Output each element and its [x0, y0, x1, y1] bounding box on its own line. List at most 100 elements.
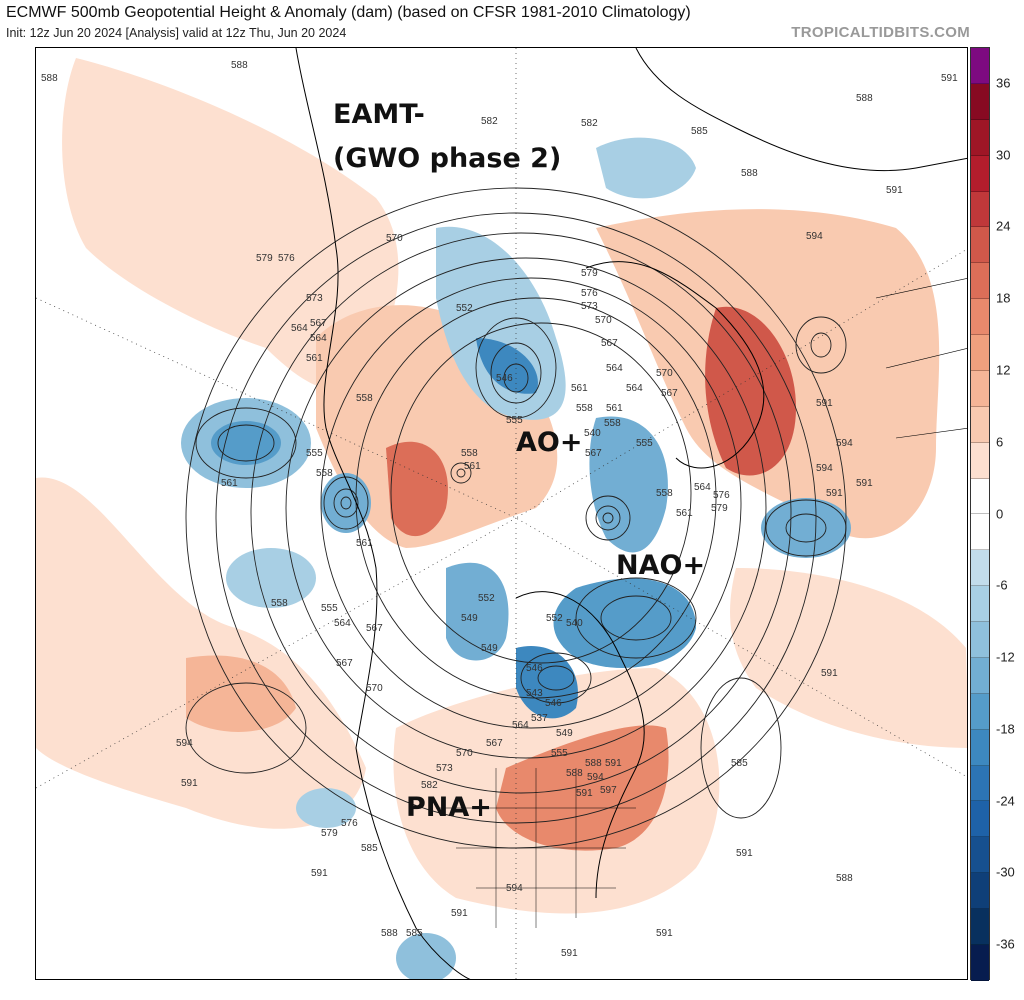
annotation-eamt: EAMT- — [333, 99, 425, 130]
height-anomaly-map: EAMT- (GWO phase 2) AO+ NAO+ PNA+ 588 588… — [35, 47, 968, 980]
contour-line — [320, 277, 742, 729]
colorbar-tick-label: -36 — [996, 936, 1015, 952]
anomaly-warm-pacific-core — [186, 655, 296, 732]
contour-label: 549 — [556, 728, 573, 739]
contour-label: 591 — [736, 848, 753, 859]
contour-label: 576 — [278, 253, 295, 264]
contour-label: 558 — [316, 468, 333, 479]
colorbar-tick-label: 18 — [996, 290, 1011, 306]
coastline — [295, 48, 471, 979]
colorbar-segment — [971, 263, 989, 300]
colorbar-tick-label: 12 — [996, 362, 1011, 378]
colorbar-segment — [971, 837, 989, 874]
colorbar-segment — [971, 299, 989, 335]
contour-line — [595, 505, 621, 531]
contour-label: 570 — [386, 233, 403, 244]
annotation-ao: AO+ — [516, 427, 583, 458]
colorbar-segment — [971, 586, 989, 622]
contour-label: 591 — [451, 908, 468, 919]
colorbar-segment — [971, 765, 989, 802]
contour-label: 588 — [231, 60, 248, 71]
contour-label: 597 — [600, 785, 617, 796]
country-border — [875, 278, 967, 439]
contour-label: 561 — [571, 383, 588, 394]
contour-label: 561 — [221, 478, 238, 489]
contour-label: 594 — [506, 883, 523, 894]
anomaly-warm-europe-core — [705, 306, 796, 476]
contour-label: 564 — [694, 482, 711, 493]
state-borders — [436, 768, 636, 928]
colorbar-segment — [971, 729, 989, 766]
contour-line — [355, 297, 717, 699]
contour-label: 564 — [626, 383, 643, 394]
contour-line — [285, 257, 767, 759]
contour-label: 561 — [306, 353, 323, 364]
colorbar-tick-label: -30 — [996, 864, 1015, 880]
contour-label: 552 — [478, 593, 495, 604]
colorbar-segment — [971, 370, 989, 407]
colorbar-segment — [971, 550, 989, 587]
colorbar-segment — [971, 657, 989, 694]
contour-label: 558 — [271, 598, 288, 609]
colorbar-segment — [971, 944, 989, 981]
colorbar-segment — [971, 406, 989, 443]
contour-line — [450, 462, 472, 484]
contour-label: 591 — [826, 488, 843, 499]
contour-label: 591 — [561, 948, 578, 959]
contour-label: 588 — [856, 93, 873, 104]
contour-label: 570 — [456, 748, 473, 759]
contour-label: 552 — [546, 613, 563, 624]
contour-label: 555 — [636, 438, 653, 449]
contour-line — [520, 652, 592, 704]
contour-label: 564 — [334, 618, 351, 629]
anomaly-cold-europe-north — [596, 137, 696, 199]
contour-label: 582 — [581, 118, 598, 129]
contour-label: 549 — [461, 613, 478, 624]
contour-label: 564 — [512, 720, 529, 731]
contour-label: 561 — [356, 538, 373, 549]
map-subtitle: Init: 12z Jun 20 2024 [Analysis] valid a… — [6, 26, 347, 40]
contour-label: 540 — [566, 618, 583, 629]
contour-label: 567 — [601, 338, 618, 349]
colorbar-tick-label: 36 — [996, 75, 1011, 91]
contour-label: 588 — [566, 768, 583, 779]
contour-label: 546 — [496, 373, 513, 384]
contour-label: 594 — [836, 438, 853, 449]
contour-label: 585 — [406, 928, 423, 939]
colorbar-segment — [971, 622, 989, 658]
contour-label: 588 — [381, 928, 398, 939]
colorbar-tick-label: 0 — [996, 506, 1004, 521]
contour-label: 594 — [587, 772, 604, 783]
contour-label: 561 — [676, 508, 693, 519]
colorbar-segment — [971, 514, 989, 551]
anomaly-warm-atlantic — [730, 568, 967, 748]
contour-label: 591 — [605, 758, 622, 769]
contour-label: 579 — [321, 828, 338, 839]
contour-label: 573 — [436, 763, 453, 774]
contour-line — [323, 476, 369, 530]
colorbar-segment — [971, 83, 989, 120]
contour-label: 546 — [526, 663, 543, 674]
colorbar-tick-label: 24 — [996, 218, 1011, 234]
contour-label: 567 — [366, 623, 383, 634]
map-title: ECMWF 500mb Geopotential Height & Anomal… — [6, 4, 691, 21]
anomaly-warm-arctic-core — [386, 441, 448, 537]
contour-label: 576 — [581, 288, 598, 299]
contour-label: 555 — [306, 448, 323, 459]
contour-label: 567 — [310, 318, 327, 329]
contour-label: 558 — [656, 488, 673, 499]
colorbar-tick-label: 30 — [996, 147, 1011, 163]
colorbar-segment — [971, 873, 989, 909]
contour-label: 567 — [661, 388, 678, 399]
contour-line — [333, 488, 359, 518]
coastline — [515, 591, 645, 899]
colorbar-segment — [971, 801, 989, 838]
contour-line — [700, 677, 782, 819]
contour-line — [810, 332, 832, 358]
contour-label: 573 — [306, 293, 323, 304]
contour-label: 591 — [656, 928, 673, 939]
contour-label: 546 — [545, 698, 562, 709]
anomaly-cold-canada-arctic — [446, 562, 509, 661]
colorbar-tick-label: -12 — [996, 649, 1015, 665]
contour-label: 582 — [421, 780, 438, 791]
